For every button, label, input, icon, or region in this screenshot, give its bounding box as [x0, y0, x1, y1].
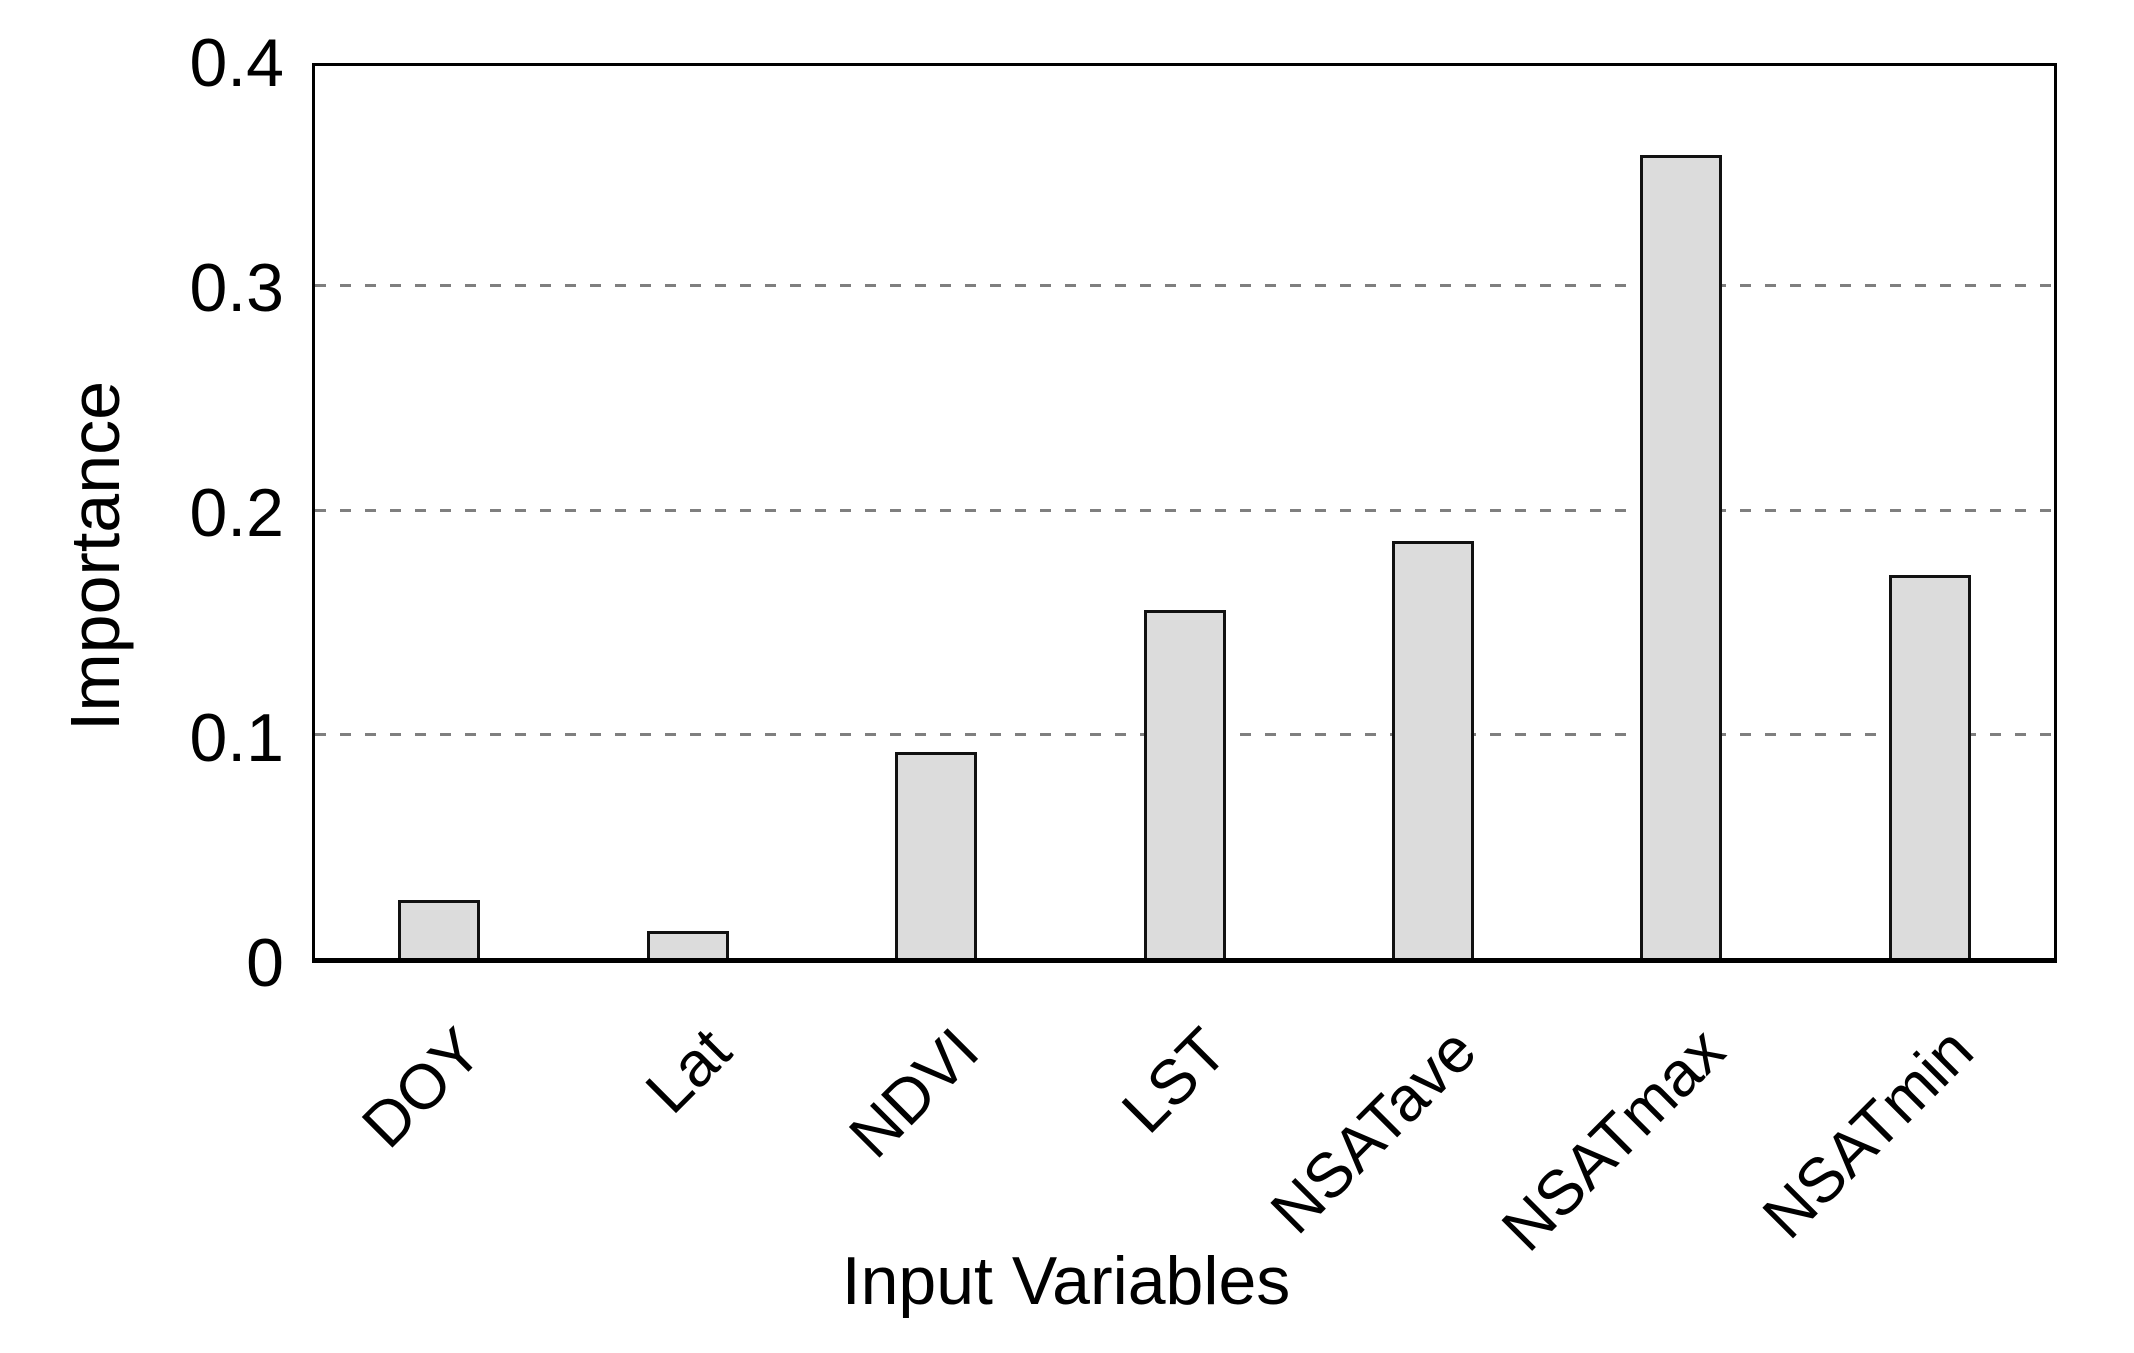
bar-NSATmax	[1640, 155, 1722, 958]
y-tick-label-0.2: 0.2	[189, 475, 284, 551]
y-tick-label-0.1: 0.1	[189, 700, 284, 776]
y-axis-title: Importance	[56, 380, 134, 732]
bar-NSATave	[1392, 541, 1474, 958]
bar-LST	[1144, 610, 1226, 958]
x-axis-title-row: Input Variables	[0, 1247, 2134, 1315]
x-tick-label-NSATave: NSATave	[1257, 1015, 1490, 1248]
plot-area	[312, 63, 2057, 963]
bar-NSATmin	[1889, 575, 1971, 958]
x-tick-label-LST: LST	[1109, 1015, 1241, 1147]
y-tick-label-0: 0	[246, 925, 284, 1001]
y-tick-label-0.4: 0.4	[189, 25, 284, 101]
gridline-0.3	[315, 284, 2054, 288]
x-axis-title: Input Variables	[841, 1243, 1291, 1319]
x-tick-label-NSATmin: NSATmin	[1749, 1015, 1987, 1252]
bar-Lat	[647, 931, 729, 958]
x-tick-label-NSATmax: NSATmax	[1488, 1015, 1738, 1265]
x-tick-label-Lat: Lat	[633, 1015, 745, 1127]
x-tick-label-DOY: DOY	[349, 1015, 496, 1162]
bar-NDVI	[895, 752, 977, 958]
bar-DOY	[398, 900, 480, 958]
y-tick-label-0.3: 0.3	[189, 250, 284, 326]
x-tick-label-NDVI: NDVI	[836, 1015, 993, 1172]
gridline-0.2	[315, 508, 2054, 512]
